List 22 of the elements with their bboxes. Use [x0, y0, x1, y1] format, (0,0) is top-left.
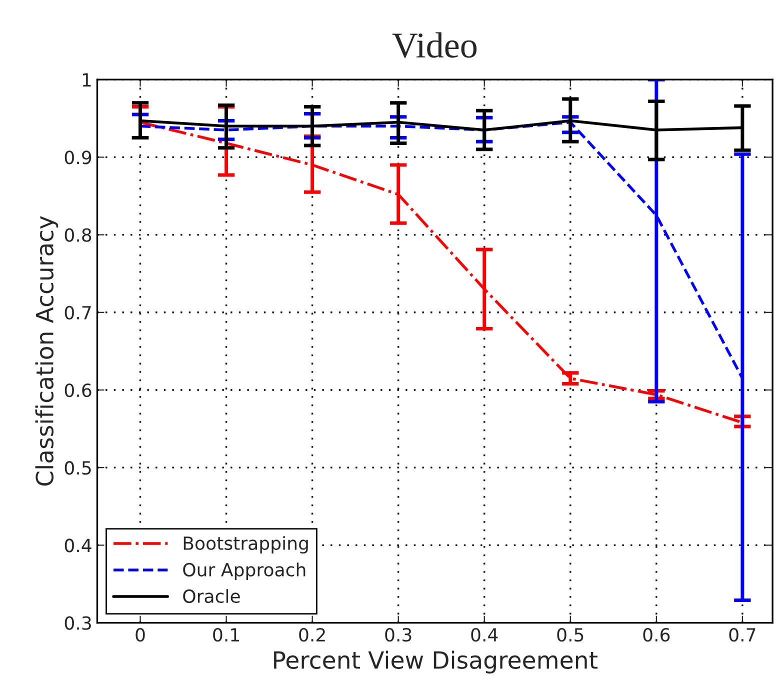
x-tick-label: 0.3	[385, 628, 412, 642]
legend-label: Oracle	[183, 589, 240, 604]
legend-label: Our Approach	[183, 562, 306, 580]
y-tick-label: 1	[82, 73, 91, 86]
x-axis-title: Percent View Disagreement	[274, 650, 598, 674]
x-tick-label: 0.1	[213, 628, 239, 642]
x-tick-label: 0.4	[471, 628, 498, 642]
x-tick-label: 0	[136, 628, 145, 642]
y-tick-label: 0.4	[64, 538, 92, 552]
y-tick-label: 0.3	[64, 616, 91, 630]
x-tick-label: 0.2	[299, 628, 325, 642]
legend-label: Bootstrapping	[184, 536, 308, 554]
y-tick-label: 0.7	[64, 306, 91, 320]
y-tick-label: 0.8	[64, 228, 92, 242]
y-tick-label: 0.9	[64, 150, 92, 164]
y-axis-title: Classification Accuracy	[35, 216, 58, 486]
y-tick-label: 0.5	[64, 461, 91, 475]
x-tick-label: 0.6	[643, 628, 670, 642]
y-tick-label: 0.6	[64, 383, 92, 398]
x-tick-label: 0.7	[729, 628, 756, 642]
x-tick-label: 0.5	[557, 628, 584, 642]
chart-title: Video	[392, 32, 477, 58]
